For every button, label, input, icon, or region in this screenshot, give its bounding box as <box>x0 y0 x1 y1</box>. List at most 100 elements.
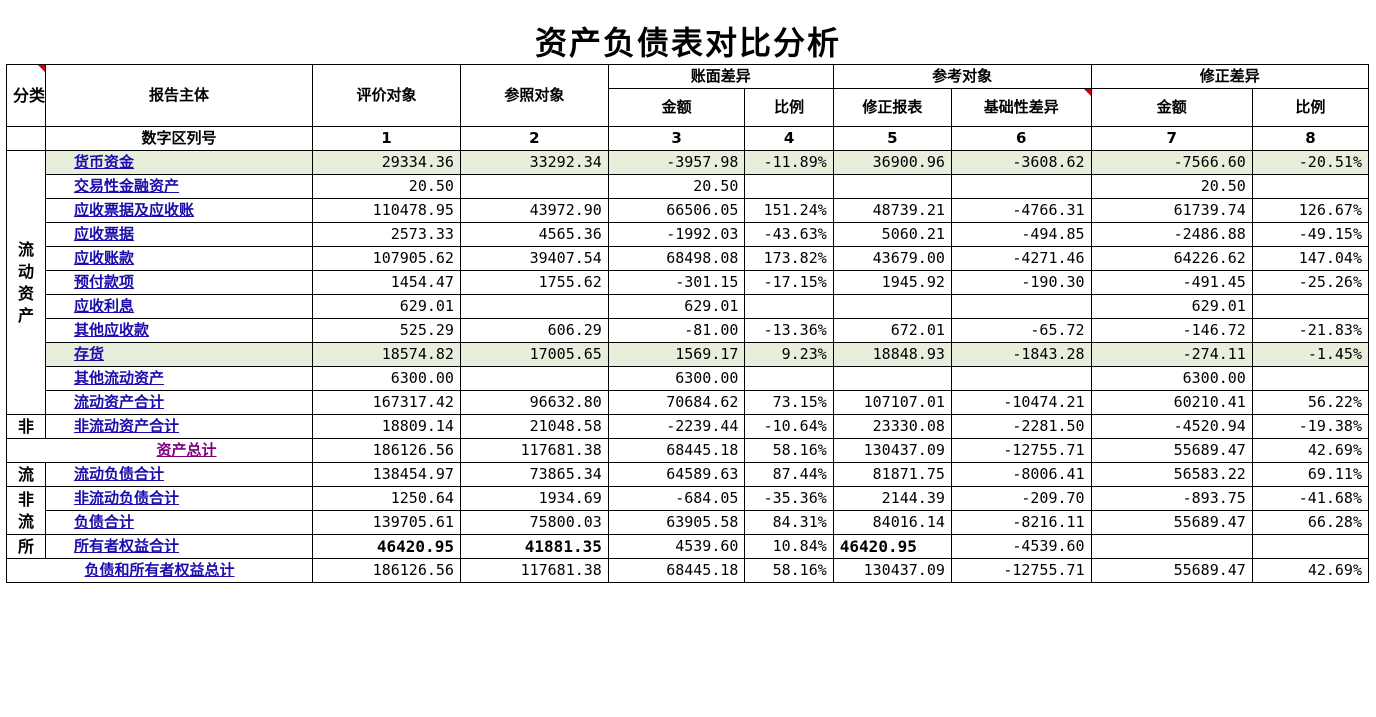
value-cell[interactable]: -4539.60 <box>950 534 1092 559</box>
value-cell[interactable]: -4271.46 <box>950 246 1092 271</box>
value-cell[interactable]: -1.45% <box>1251 342 1370 367</box>
value-cell[interactable]: 21048.58 <box>459 414 609 439</box>
value-cell[interactable]: 68445.18 <box>607 438 746 463</box>
value-cell[interactable] <box>832 366 952 391</box>
value-cell[interactable]: 56583.22 <box>1090 462 1253 487</box>
value-cell[interactable]: 4565.36 <box>459 222 609 247</box>
value-cell[interactable] <box>744 294 834 319</box>
value-cell[interactable]: 18848.93 <box>832 342 952 367</box>
value-cell[interactable]: -25.26% <box>1251 270 1370 295</box>
value-cell[interactable]: -4766.31 <box>950 198 1092 223</box>
value-cell[interactable]: 84.31% <box>744 510 834 535</box>
row-link[interactable]: 非流动资产合计 <box>74 417 180 435</box>
value-cell[interactable]: 525.29 <box>312 318 461 343</box>
row-link[interactable]: 非流动负债合计 <box>74 489 180 507</box>
row-link[interactable]: 负债合计 <box>74 513 135 531</box>
value-cell[interactable]: -2486.88 <box>1090 222 1253 247</box>
value-cell[interactable]: 1454.47 <box>312 270 461 295</box>
value-cell[interactable]: -491.45 <box>1090 270 1253 295</box>
row-link[interactable]: 应收账款 <box>74 249 135 267</box>
value-cell[interactable]: -494.85 <box>950 222 1092 247</box>
value-cell[interactable]: 73865.34 <box>459 462 609 487</box>
row-link[interactable]: 货币资金 <box>74 153 135 171</box>
value-cell[interactable]: -10474.21 <box>950 390 1092 415</box>
value-cell[interactable] <box>459 174 609 199</box>
value-cell[interactable]: 629.01 <box>1090 294 1253 319</box>
value-cell[interactable]: -146.72 <box>1090 318 1253 343</box>
value-cell[interactable]: 68498.08 <box>607 246 746 271</box>
value-cell[interactable] <box>950 366 1092 391</box>
value-cell[interactable]: -43.63% <box>744 222 834 247</box>
value-cell[interactable]: 2573.33 <box>312 222 461 247</box>
value-cell[interactable]: -65.72 <box>950 318 1092 343</box>
value-cell[interactable]: 110478.95 <box>312 198 461 223</box>
value-cell[interactable]: 55689.47 <box>1090 558 1253 583</box>
value-cell[interactable]: 58.16% <box>744 558 834 583</box>
value-cell[interactable]: -35.36% <box>744 486 834 511</box>
value-cell[interactable]: 173.82% <box>744 246 834 271</box>
row-link[interactable]: 应收利息 <box>74 297 135 315</box>
value-cell[interactable]: 61739.74 <box>1090 198 1253 223</box>
value-cell[interactable] <box>459 366 609 391</box>
value-cell[interactable]: -190.30 <box>950 270 1092 295</box>
value-cell[interactable] <box>1251 366 1370 391</box>
value-cell[interactable]: 41881.35 <box>459 534 609 559</box>
value-cell[interactable]: -10.64% <box>744 414 834 439</box>
value-cell[interactable]: 36900.96 <box>832 150 952 175</box>
value-cell[interactable]: 46420.95 <box>312 534 461 559</box>
value-cell[interactable]: -3957.98 <box>607 150 746 175</box>
value-cell[interactable]: 1934.69 <box>459 486 609 511</box>
value-cell[interactable]: 73.15% <box>744 390 834 415</box>
value-cell[interactable]: -20.51% <box>1251 150 1370 175</box>
value-cell[interactable]: 606.29 <box>459 318 609 343</box>
value-cell[interactable]: -8006.41 <box>950 462 1092 487</box>
value-cell[interactable]: 151.24% <box>744 198 834 223</box>
value-cell[interactable]: 84016.14 <box>832 510 952 535</box>
value-cell[interactable]: 66.28% <box>1251 510 1370 535</box>
value-cell[interactable] <box>744 174 834 199</box>
value-cell[interactable] <box>1251 294 1370 319</box>
value-cell[interactable] <box>744 366 834 391</box>
value-cell[interactable]: 130437.09 <box>832 558 952 583</box>
value-cell[interactable]: 87.44% <box>744 462 834 487</box>
value-cell[interactable]: -8216.11 <box>950 510 1092 535</box>
value-cell[interactable]: 6300.00 <box>1090 366 1253 391</box>
row-link[interactable]: 应收票据及应收账 <box>74 201 195 219</box>
value-cell[interactable]: 1569.17 <box>607 342 746 367</box>
value-cell[interactable]: 29334.36 <box>312 150 461 175</box>
value-cell[interactable]: 39407.54 <box>459 246 609 271</box>
value-cell[interactable]: -49.15% <box>1251 222 1370 247</box>
value-cell[interactable]: 147.04% <box>1251 246 1370 271</box>
value-cell[interactable]: -4520.94 <box>1090 414 1253 439</box>
value-cell[interactable]: 48739.21 <box>832 198 952 223</box>
value-cell[interactable]: -209.70 <box>950 486 1092 511</box>
value-cell[interactable]: 107905.62 <box>312 246 461 271</box>
value-cell[interactable] <box>1090 534 1253 559</box>
value-cell[interactable]: 20.50 <box>607 174 746 199</box>
value-cell[interactable]: 117681.38 <box>459 438 609 463</box>
value-cell[interactable]: 126.67% <box>1251 198 1370 223</box>
row-link[interactable]: 流动资产合计 <box>74 393 165 411</box>
value-cell[interactable]: 20.50 <box>312 174 461 199</box>
value-cell[interactable]: -12755.71 <box>950 438 1092 463</box>
row-link[interactable]: 交易性金融资产 <box>74 177 180 195</box>
value-cell[interactable]: 68445.18 <box>607 558 746 583</box>
value-cell[interactable]: 10.84% <box>744 534 834 559</box>
value-cell[interactable]: 43972.90 <box>459 198 609 223</box>
value-cell[interactable] <box>459 294 609 319</box>
value-cell[interactable]: 138454.97 <box>312 462 461 487</box>
value-cell[interactable]: 107107.01 <box>832 390 952 415</box>
value-cell[interactable]: -3608.62 <box>950 150 1092 175</box>
value-cell[interactable]: -81.00 <box>607 318 746 343</box>
value-cell[interactable]: 6300.00 <box>312 366 461 391</box>
value-cell[interactable]: -12755.71 <box>950 558 1092 583</box>
value-cell[interactable]: 9.23% <box>744 342 834 367</box>
value-cell[interactable] <box>950 174 1092 199</box>
row-link[interactable]: 资产总计 <box>156 441 217 459</box>
value-cell[interactable]: 186126.56 <box>312 558 461 583</box>
value-cell[interactable]: -17.15% <box>744 270 834 295</box>
value-cell[interactable]: 23330.08 <box>832 414 952 439</box>
row-link[interactable]: 存货 <box>74 345 105 363</box>
value-cell[interactable]: 629.01 <box>607 294 746 319</box>
value-cell[interactable]: 42.69% <box>1251 558 1370 583</box>
